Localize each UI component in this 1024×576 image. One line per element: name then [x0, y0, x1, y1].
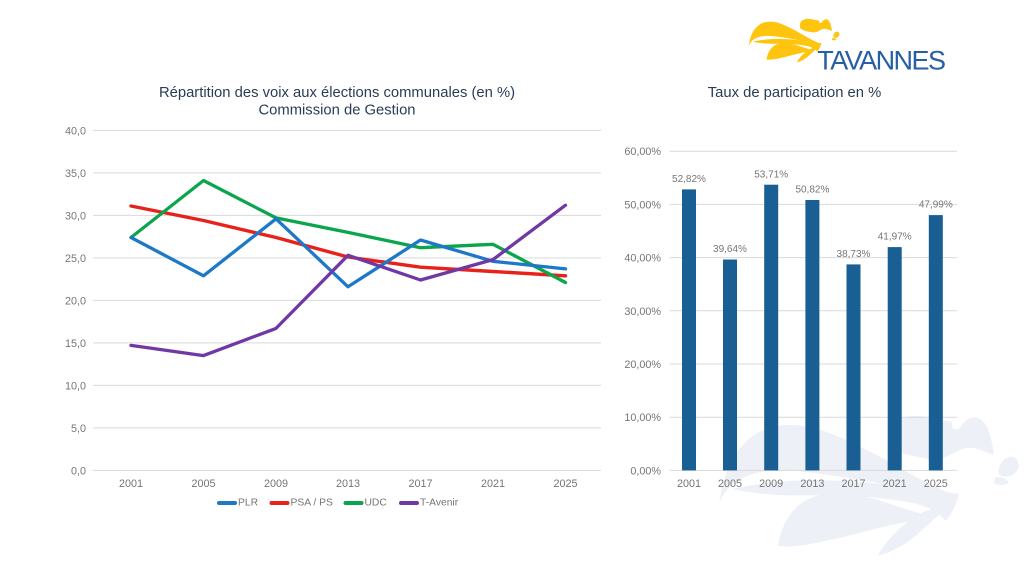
svg-text:20,00%: 20,00%	[624, 359, 661, 371]
svg-text:47,99%: 47,99%	[919, 200, 953, 211]
svg-text:TAVANNES: TAVANNES	[817, 46, 945, 76]
svg-text:0,00%: 0,00%	[630, 465, 661, 477]
svg-text:2017: 2017	[841, 478, 865, 490]
svg-text:T-Avenir: T-Avenir	[420, 498, 459, 509]
svg-text:40,0: 40,0	[65, 125, 86, 137]
svg-text:60,00%: 60,00%	[624, 146, 661, 158]
svg-text:15,0: 15,0	[65, 338, 86, 350]
svg-text:52,82%: 52,82%	[672, 174, 706, 185]
svg-text:2005: 2005	[191, 478, 215, 490]
svg-text:35,0: 35,0	[65, 168, 86, 180]
svg-text:Taux de participation en %: Taux de participation en %	[708, 85, 882, 101]
svg-text:2009: 2009	[759, 478, 783, 490]
svg-text:41,97%: 41,97%	[878, 232, 912, 243]
svg-text:2013: 2013	[336, 478, 360, 490]
svg-text:2001: 2001	[677, 478, 701, 490]
svg-text:2001: 2001	[119, 478, 143, 490]
svg-text:50,00%: 50,00%	[624, 199, 661, 211]
svg-text:PLR: PLR	[238, 498, 258, 509]
svg-text:2009: 2009	[264, 478, 288, 490]
svg-text:Commission de Gestion: Commission de Gestion	[258, 102, 415, 118]
svg-text:50,82%: 50,82%	[795, 185, 829, 196]
svg-text:Répartition des voix aux élect: Répartition des voix aux élections commu…	[159, 85, 515, 101]
svg-text:20,0: 20,0	[65, 295, 86, 307]
svg-text:2017: 2017	[408, 478, 432, 490]
svg-text:UDC: UDC	[365, 498, 388, 509]
svg-text:2013: 2013	[800, 478, 824, 490]
svg-text:39,64%: 39,64%	[713, 244, 747, 255]
svg-text:0,0: 0,0	[71, 465, 86, 477]
svg-text:25,0: 25,0	[65, 253, 86, 265]
svg-text:53,71%: 53,71%	[754, 169, 788, 180]
svg-text:2021: 2021	[883, 478, 907, 490]
svg-text:30,0: 30,0	[65, 210, 86, 222]
svg-text:5,0: 5,0	[71, 423, 86, 435]
svg-text:10,00%: 10,00%	[624, 412, 661, 424]
svg-text:2025: 2025	[553, 478, 577, 490]
svg-text:30,00%: 30,00%	[624, 306, 661, 318]
svg-text:2005: 2005	[718, 478, 742, 490]
svg-text:2025: 2025	[924, 478, 948, 490]
svg-text:PSA / PS: PSA / PS	[291, 498, 333, 509]
svg-text:38,73%: 38,73%	[837, 249, 871, 260]
svg-text:10,0: 10,0	[65, 380, 86, 392]
svg-text:40,00%: 40,00%	[624, 253, 661, 265]
svg-text:2021: 2021	[481, 478, 505, 490]
